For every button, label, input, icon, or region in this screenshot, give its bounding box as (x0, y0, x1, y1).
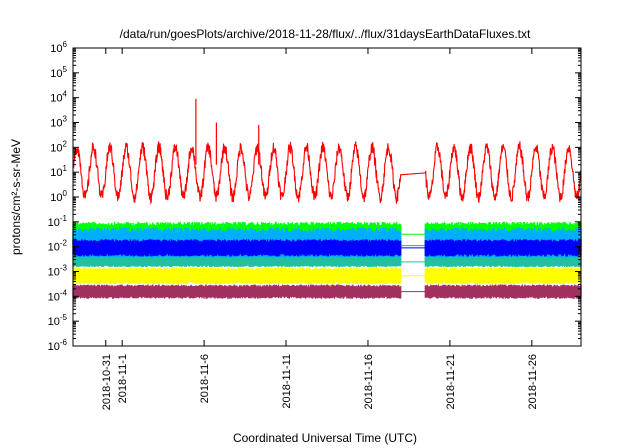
y-tick-label-10: 104 (50, 90, 67, 105)
series-line-0 (72, 141, 582, 205)
series-band-5 (72, 267, 582, 285)
series-band-4 (72, 256, 582, 268)
x-tick-label-2: 2018-11-6 (199, 354, 211, 403)
x-tick-label-6: 2018-11-26 (527, 354, 539, 409)
x-tick-label-0: 2018-10-31 (101, 354, 113, 410)
y-tick-label-2: 10-4 (48, 288, 68, 303)
x-tick-label-3: 2018-11-11 (281, 354, 293, 409)
y-axis: 10-6 10-5 10-4 10-3 10-2 10-1 100 101 102 103 104 1… (48, 40, 581, 353)
x-tick-label-5: 2018-11-21 (445, 354, 457, 409)
x-axis: 2018-10-31 2018-11-1 2018-11-6 2018-11-11 20… (101, 48, 539, 410)
series-band-3 (72, 239, 582, 257)
x-axis-label: Coordinated Universal Time (UTC) (233, 431, 417, 445)
y-tick-label-8: 102 (50, 139, 67, 154)
y-tick-label-4: 10-2 (48, 239, 68, 254)
series-layer (72, 98, 582, 299)
x-tick-label-4: 2018-11-16 (363, 354, 375, 409)
y-tick-label-12: 106 (50, 40, 67, 55)
x-tick-label-1: 2018-11-1 (117, 354, 129, 403)
y-tick-label-11: 105 (50, 65, 67, 80)
y-tick-label-7: 101 (50, 164, 67, 179)
y-tick-label-3: 10-3 (48, 264, 68, 279)
y-tick-label-1: 10-5 (48, 313, 68, 328)
series-band-6 (72, 284, 582, 299)
y-tick-label-6: 100 (50, 189, 67, 204)
y-tick-label-0: 10-6 (48, 338, 68, 353)
chart-title: /data/run/goesPlots/archive/2018-11-28/f… (120, 27, 531, 41)
y-tick-label-5: 10-1 (48, 214, 68, 229)
y-axis-label: protons/cm²-s-sr-MeV (9, 139, 23, 255)
y-tick-label-9: 103 (50, 115, 67, 130)
